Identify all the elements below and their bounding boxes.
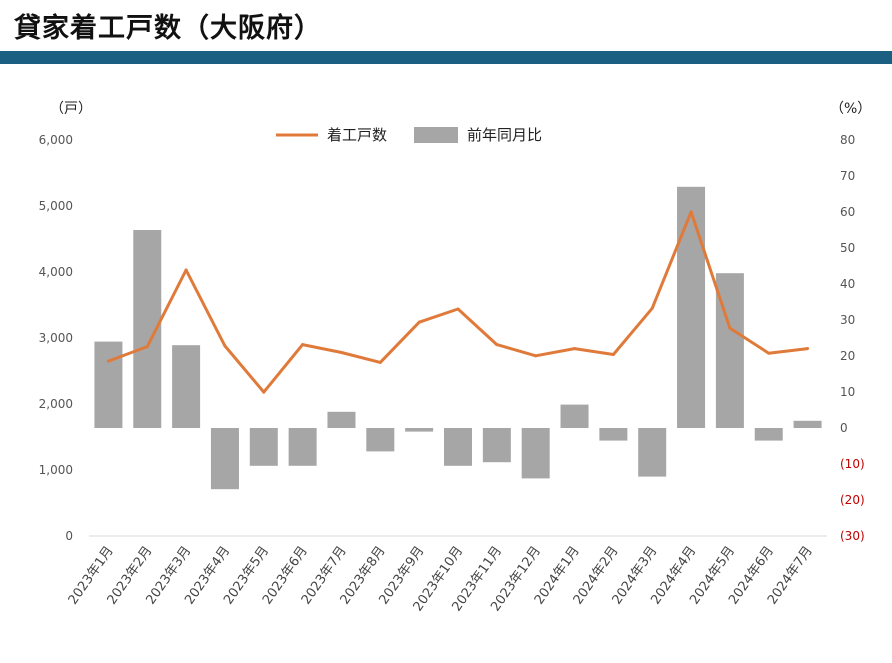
line-point-12 [534,354,538,358]
bar-11 [482,428,511,463]
legend-bar-label: 前年同月比 [467,126,542,144]
right-tick-label: 60 [840,205,855,219]
left-axis-ticks: 0 1,000 2,000 3,000 4,000 5,000 6,000 [39,133,73,543]
line-point-13 [573,347,577,351]
bar-5 [249,428,278,466]
line-point-5 [262,390,266,394]
bar-9 [405,428,434,432]
legend-bar-swatch [414,127,458,143]
line-series-group [106,210,810,394]
line-point-9 [417,320,421,324]
left-tick-label: 0 [65,529,73,543]
bar-3 [172,345,201,428]
right-tick-label: (10) [840,457,865,471]
line-point-3 [184,268,188,272]
right-axis-ticks: (30) (20) (10) 0 10 20 30 40 50 60 70 80 [840,133,865,543]
right-tick-label: 0 [840,421,848,435]
line-point-6 [301,343,305,347]
left-tick-label: 6,000 [39,133,73,147]
title-band [0,51,892,64]
right-tick-label: 70 [840,169,855,183]
right-tick-label: 10 [840,385,855,399]
right-tick-label: 30 [840,313,855,327]
line-point-8 [378,360,382,364]
line-point-4 [223,344,227,348]
bar-14 [599,428,628,441]
right-axis-unit-label: （%） [830,101,872,117]
page-title: 貸家着工戸数（大阪府） [14,13,322,44]
line-point-14 [611,353,615,356]
line-point-10 [456,307,460,311]
line-point-19 [806,347,810,351]
bar-8 [366,428,395,452]
right-tick-label: 50 [840,241,855,255]
bar-18 [754,428,783,441]
left-tick-label: 4,000 [39,265,73,279]
bar-10 [444,428,472,466]
bar-6 [288,428,317,466]
left-tick-label: 1,000 [39,463,73,477]
bar-series-group [94,186,822,490]
line-point-15 [650,306,654,310]
bar-13 [560,404,589,428]
bar-7 [327,411,356,428]
right-tick-label: 40 [840,277,855,291]
left-tick-label: 3,000 [39,331,73,345]
right-tick-label: 80 [840,133,855,147]
line-point-11 [495,343,499,347]
line-point-7 [339,351,343,355]
bar-19 [793,420,822,428]
bar-16 [677,186,706,428]
right-tick-label: (20) [840,493,865,507]
right-tick-label: (30) [840,529,865,543]
bar-12 [521,428,550,479]
bar-1 [94,341,123,428]
left-tick-label: 5,000 [39,199,73,213]
line-point-16 [689,210,693,214]
line-point-1 [106,359,110,363]
legend: 着工戸数 前年同月比 [276,126,542,144]
line-point-18 [767,351,771,355]
bar-4 [210,428,239,490]
x-axis-ticks: 2023年1月2023年2月2023年3月2023年4月2023年5月2023年… [66,544,816,615]
legend-line-label: 着工戸数 [327,126,387,144]
line-point-17 [728,326,732,330]
left-axis-unit-label: （戸） [50,101,92,117]
right-tick-label: 20 [840,349,855,363]
bar-15 [638,428,667,477]
left-tick-label: 2,000 [39,397,73,411]
line-point-2 [145,345,149,349]
